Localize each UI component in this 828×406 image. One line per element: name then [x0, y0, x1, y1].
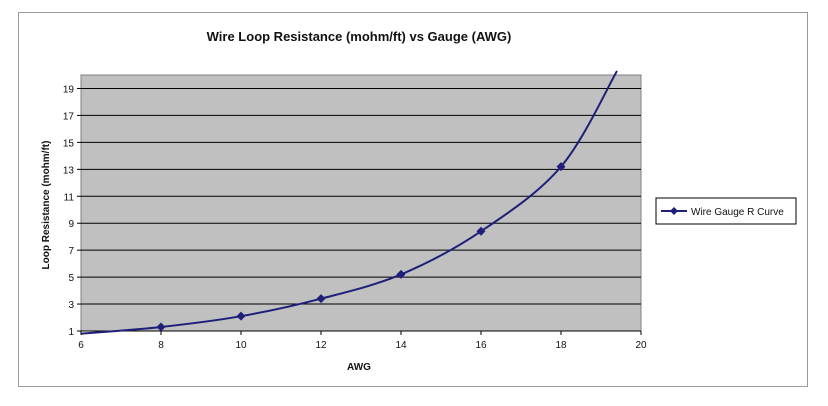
data-point — [156, 322, 166, 332]
x-tick-label: 18 — [555, 340, 567, 351]
x-tick-label: 10 — [235, 340, 247, 351]
plot-area — [80, 74, 642, 332]
y-tick-label: 7 — [68, 246, 74, 257]
y-tick-label: 9 — [68, 219, 74, 230]
data-point — [476, 226, 486, 236]
x-tick-label: 8 — [158, 340, 164, 351]
y-tick-label: 11 — [64, 192, 75, 203]
y-tick-label: 13 — [63, 165, 75, 176]
y-tick-label: 1 — [68, 327, 74, 338]
legend-label: Wire Gauge R Curve — [691, 207, 784, 218]
x-tick-label: 20 — [635, 340, 647, 351]
x-tick-label: 16 — [475, 340, 487, 351]
data-point — [556, 162, 566, 172]
chart-canvas: Wire Loop Resistance (mohm/ft) vs Gauge … — [41, 29, 797, 373]
x-axis-label: AWG — [347, 362, 371, 373]
y-axis-label: Loop Resistance (mohm/ft) — [41, 141, 52, 270]
chart-title: Wire Loop Resistance (mohm/ft) vs Gauge … — [207, 29, 512, 44]
data-point — [236, 311, 246, 321]
y-tick-label: 3 — [68, 300, 74, 311]
data-point — [316, 294, 326, 304]
chart-frame: Wire Loop Resistance (mohm/ft) vs Gauge … — [18, 12, 808, 387]
x-tick-label: 14 — [395, 340, 407, 351]
y-tick-label: 19 — [63, 84, 75, 95]
y-tick-label: 5 — [68, 273, 74, 284]
legend-marker-swatch — [670, 207, 678, 215]
y-tick-label: 15 — [63, 138, 75, 149]
legend: Wire Gauge R Curve — [655, 197, 797, 225]
x-tick-label: 12 — [315, 340, 327, 351]
y-tick-label: 17 — [63, 111, 75, 122]
data-point — [396, 269, 406, 279]
x-tick-label: 6 — [78, 340, 84, 351]
